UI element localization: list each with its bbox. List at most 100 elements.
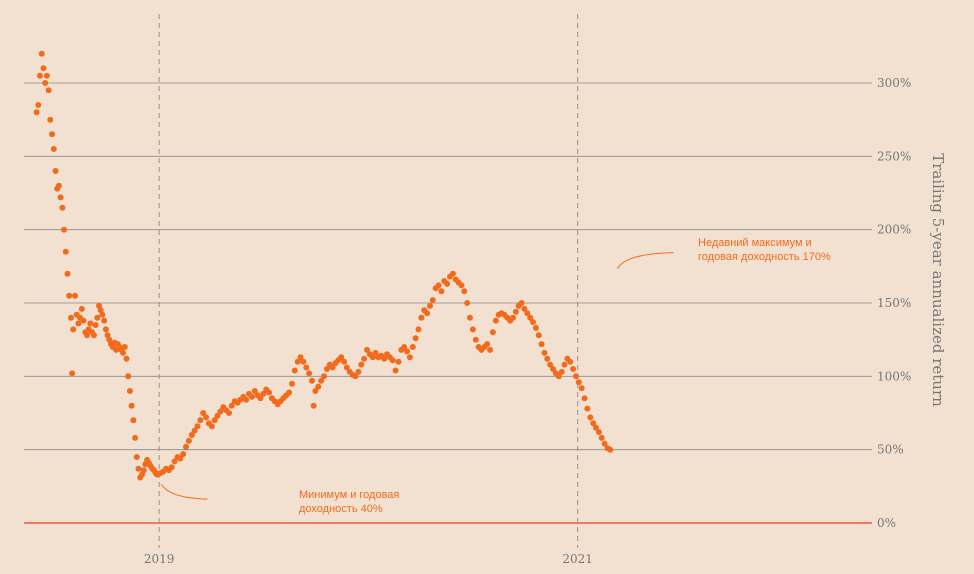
data-point [291,367,298,374]
data-point [92,322,99,328]
data-point [329,364,336,371]
data-point [409,344,416,350]
data-point [469,326,476,333]
data-point [555,373,562,380]
data-point [312,388,319,394]
data-point [372,349,379,356]
data-point [341,358,348,365]
data-point [487,346,494,353]
data-point [573,373,579,380]
data-point [168,464,175,471]
data-point [75,320,82,327]
data-point [183,443,189,450]
data-point [57,194,64,201]
data-point [427,302,433,309]
y-tick-label: 50% [877,443,904,457]
annotation-text: доходность 40% [299,503,383,515]
data-point [590,420,597,427]
data-point [59,204,66,211]
data-point [243,396,250,403]
y-axis-label: Trailing 5-year annualized return [929,153,947,407]
data-point [472,336,479,343]
data-point [99,311,106,318]
data-point [484,341,491,348]
data-point [547,361,554,368]
data-point [389,357,396,364]
data-point [364,346,370,353]
data-point [512,308,519,315]
annotation-text: годовая доходность 170% [698,251,831,263]
data-point [286,389,293,396]
y-tick-label: 300% [877,76,911,90]
data-point [601,440,608,447]
data-point [510,314,516,321]
y-tick-label: 150% [877,296,911,310]
x-tick-labels: 2019 2021 [144,552,593,566]
data-point [132,434,139,441]
data-point [251,388,258,394]
data-point [257,395,264,402]
data-point [381,355,388,362]
data-point [415,326,422,333]
gridlines [24,82,872,524]
data-point [401,344,408,350]
data-point [185,437,192,444]
data-point [33,109,40,116]
data-point [561,361,568,368]
data-point [50,146,57,152]
data-point [424,310,431,317]
data-point [492,317,499,324]
data-point [62,248,69,255]
data-point [584,405,591,412]
data-point [64,270,71,277]
data-point [404,348,411,355]
data-point [438,288,445,295]
data-point [392,367,399,374]
data-point [42,80,49,86]
data-point [49,131,56,138]
data-point [467,314,473,321]
data-point [248,393,255,400]
data-point [358,361,365,368]
data-point [550,366,557,372]
data-point [214,412,221,419]
data-point [355,368,362,375]
data-point [191,427,198,434]
data-point [524,310,531,317]
data-point [444,280,451,287]
data-point [47,116,54,123]
data-point [593,424,599,431]
data-point [72,292,78,299]
data-point [61,226,68,233]
x-tick-label: 2021 [562,552,593,566]
data-point [94,314,101,321]
data-point [194,423,201,430]
data-point [518,300,525,306]
data-point [521,305,528,312]
data-point [188,432,195,438]
x-tick-label: 2019 [144,552,175,566]
data-point [429,297,436,304]
data-point [530,319,536,326]
data-point [318,377,325,384]
data-point [35,102,42,108]
data-point [541,349,548,356]
data-point [87,320,94,327]
data-point [125,373,132,380]
data-point [321,373,327,380]
data-point [412,335,419,342]
y-tick-label: 250% [877,149,911,163]
data-point [315,383,322,390]
data-point [289,380,295,387]
data-point [598,434,605,441]
y-tick-labels: 0% 50% 100% 150% 200% 250% 300% [877,76,911,530]
data-point [260,390,267,397]
data-point [123,355,130,362]
data-point [208,423,215,430]
data-point [587,414,594,421]
data-point [121,344,128,350]
x-reference-lines [158,14,579,548]
data-point [128,402,135,409]
data-point [369,354,376,361]
data-point [449,270,456,277]
